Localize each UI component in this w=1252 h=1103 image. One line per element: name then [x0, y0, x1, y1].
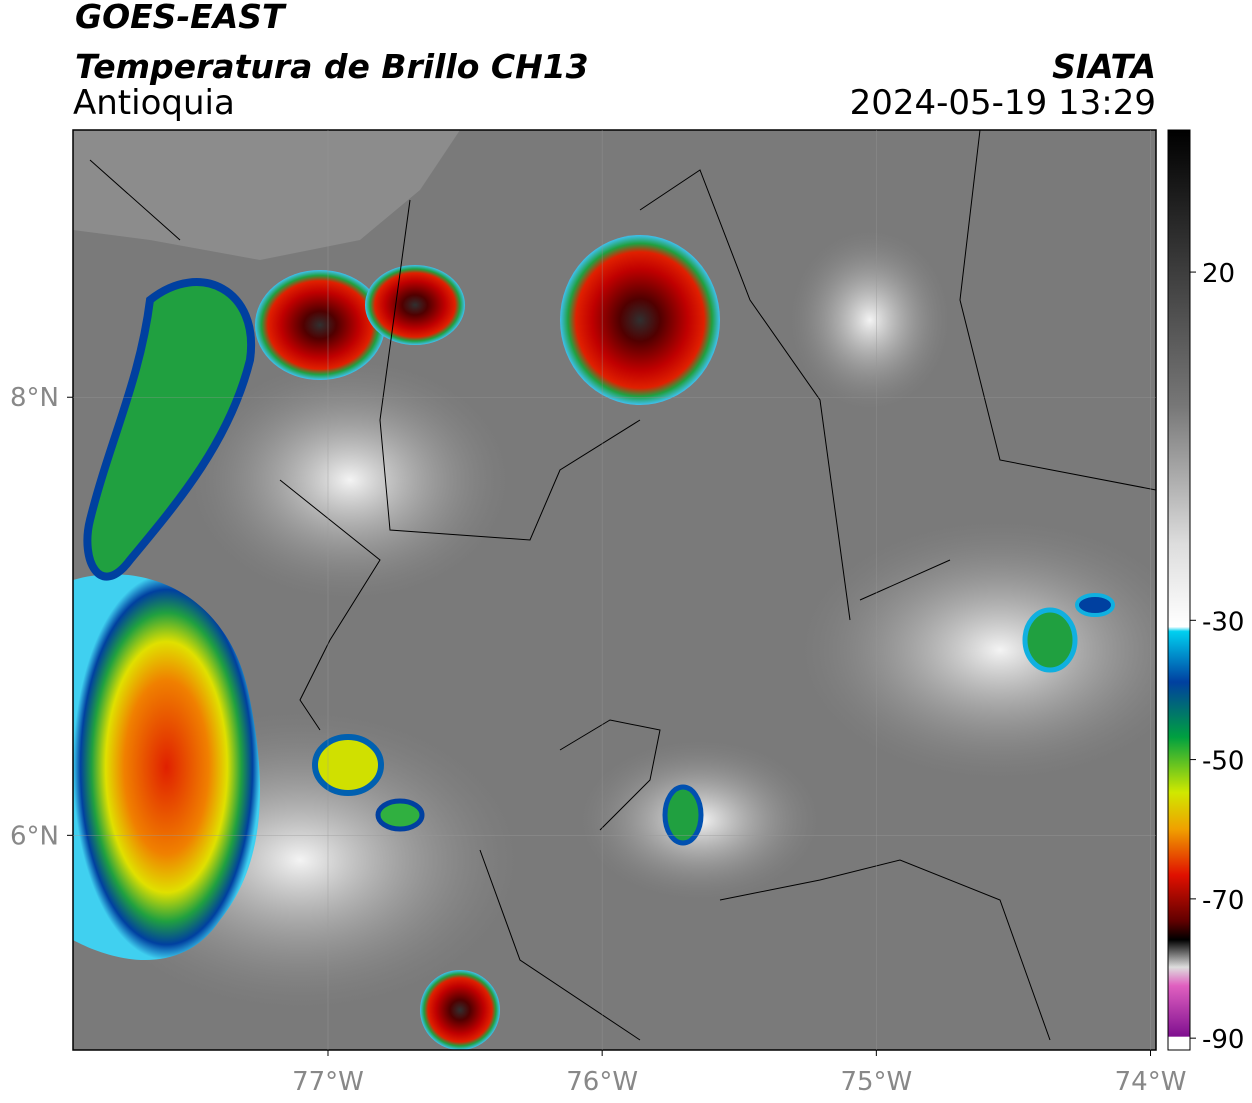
colorbar-label: -30 [1202, 607, 1244, 637]
colorbar-label: 20 [1202, 259, 1235, 289]
region: Antioquia [73, 83, 235, 123]
colorbar-label: -50 [1202, 747, 1244, 777]
x-tick-label: 77°W [292, 1067, 364, 1097]
colorbar-label: -70 [1202, 886, 1244, 916]
map-frame [72, 129, 1157, 1051]
product-title: Temperatura de Brillo CH13 [75, 47, 589, 86]
x-tick-label: 76°W [566, 1067, 638, 1097]
colorbar-label: -90 [1202, 1025, 1244, 1055]
source: SIATA [1052, 47, 1156, 86]
colorbar [1167, 129, 1191, 1051]
x-tick-label: 75°W [840, 1067, 912, 1097]
x-tick-label: 74°W [1115, 1067, 1187, 1097]
y-tick-label: 8°N [10, 383, 59, 413]
satellite-title: GOES-EAST [75, 0, 287, 36]
y-tick-label: 6°N [10, 821, 59, 851]
satellite-image [73, 130, 1156, 1050]
datetime: 2024-05-19 13:29 [850, 83, 1156, 123]
